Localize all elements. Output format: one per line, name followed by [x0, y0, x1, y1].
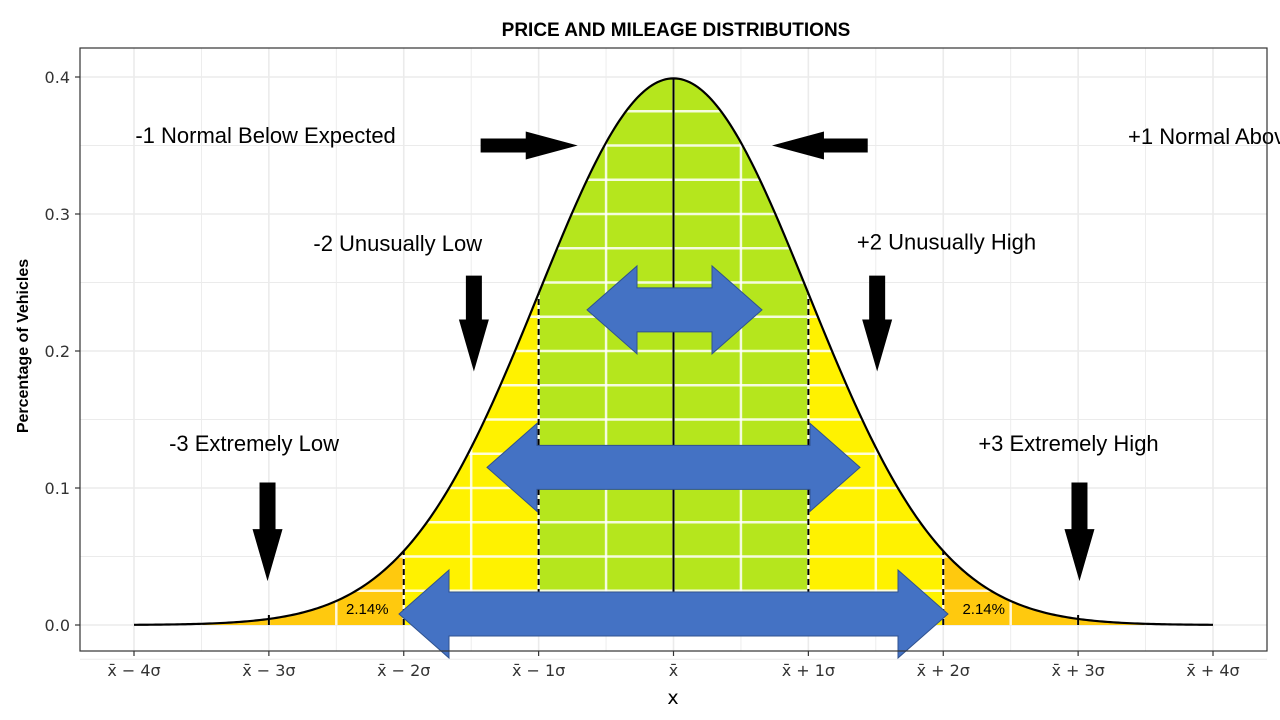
x-tick-label: x̄ − 2σ	[377, 661, 430, 680]
y-tick-label: 0.3	[45, 205, 70, 224]
range-arrows	[398, 264, 949, 660]
y-axis-label: Percentage of Vehicles	[15, 259, 32, 433]
annotations: -1 Normal Below Expected +1 Normal Above …	[135, 123, 1280, 456]
pointer-arrows	[252, 131, 1095, 582]
ann-minus1: -1 Normal Below Expected	[135, 123, 395, 148]
pct-left: 2.14%	[346, 601, 389, 618]
pct-right: 2.14%	[962, 601, 1005, 618]
x-tick-label: x̄ + 4σ	[1186, 661, 1239, 680]
x-tick-label: x̄ − 4σ	[107, 661, 160, 680]
y-tick-label: 0.4	[45, 68, 70, 87]
ann-plus1-arrow	[771, 131, 868, 160]
x-tick-label: x̄ − 1σ	[512, 661, 565, 680]
ann-plus2-arrow	[862, 275, 893, 372]
ann-minus2-arrow	[458, 275, 489, 372]
density-curve	[133, 77, 1214, 626]
x-axis-label: x	[667, 687, 678, 709]
ann-plus3-arrow	[1064, 482, 1095, 582]
x-tick-label: x̄	[669, 661, 678, 680]
ann-plus1: +1 Normal Above Expected	[1128, 124, 1280, 149]
percent-labels: 2.14% 2.14%	[346, 601, 1005, 618]
ann-plus2: +2 Unusually High	[857, 230, 1036, 255]
y-tick-label: 0.1	[45, 479, 70, 498]
ann-plus3: +3 Extremely High	[978, 431, 1158, 456]
x-tick-label: x̄ − 3σ	[242, 661, 295, 680]
range-arrow-1sigma	[586, 264, 763, 356]
x-tick-label: x̄ + 1σ	[782, 661, 835, 680]
ann-minus1-arrow	[480, 131, 578, 160]
chart-title: PRICE AND MILEAGE DISTRIBUTIONS	[502, 20, 851, 41]
range-arrow-2sigma	[486, 422, 861, 513]
range-arrow-3sigma	[398, 568, 949, 660]
y-tick-label: 0.0	[45, 616, 70, 635]
ann-minus2: -2 Unusually Low	[313, 231, 482, 256]
y-tick-label: 0.2	[45, 342, 70, 361]
x-tick-label: x̄ + 3σ	[1051, 661, 1104, 680]
ann-minus3-arrow	[252, 482, 283, 582]
x-tick-label: x̄ + 2σ	[917, 661, 970, 680]
curve-layer	[133, 77, 1214, 626]
x-axis-ticks: x̄ − 4σ x̄ − 3σ x̄ − 2σ x̄ − 1σ x̄ x̄ + 1σ x̄ …	[107, 651, 1240, 680]
y-axis-ticks: 0.0 0.1 0.2 0.3 0.4	[45, 68, 80, 635]
ann-minus3: -3 Extremely Low	[169, 431, 339, 456]
